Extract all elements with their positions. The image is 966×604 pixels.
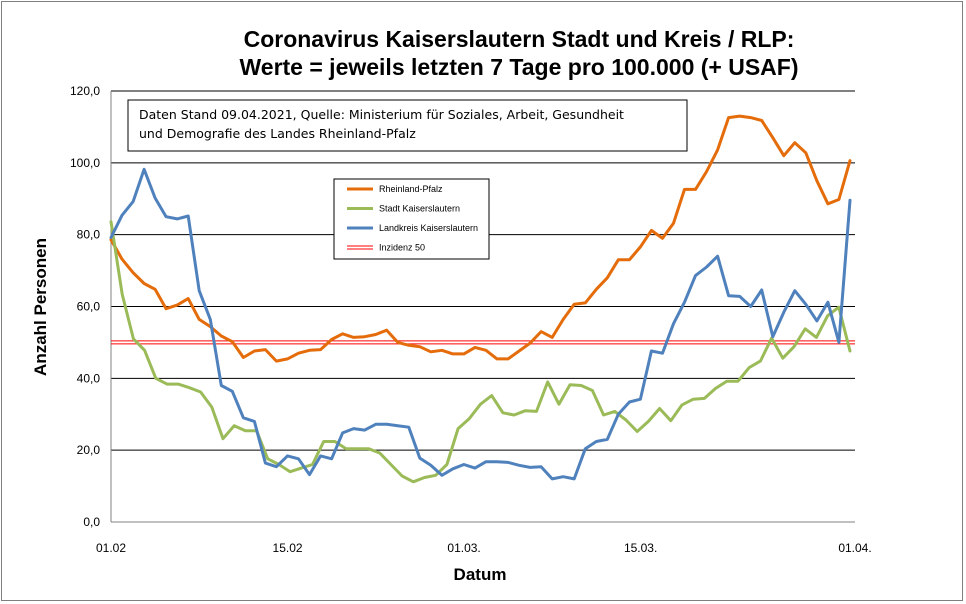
series-lines: [109, 114, 852, 484]
series-inzidenz-50: [111, 340, 855, 345]
x-axis-title: Datum: [454, 565, 507, 584]
x-tick-label: 15.02: [273, 541, 303, 555]
y-tick-label: 60,0: [77, 300, 101, 314]
series-line-stadt-kaiserslautern: [109, 220, 852, 484]
y-tick-label: 20,0: [77, 443, 101, 457]
y-tick-label: 120,0: [70, 84, 100, 98]
chart-title-line-1: Coronavirus Kaiserslautern Stadt und Kre…: [244, 26, 795, 52]
x-tick-label: 01.04.: [838, 541, 871, 555]
legend-label: Stadt Kaiserslautern: [379, 204, 460, 214]
y-tick-label: 80,0: [77, 228, 101, 242]
y-tick-label: 100,0: [70, 156, 100, 170]
x-tick-labels: 01.02 15.02 01.03. 15.03. 01.04.: [96, 541, 872, 555]
chart-title-line-2: Werte = jeweils letzten 7 Tage pro 100.0…: [239, 54, 798, 80]
x-tick-label: 15.03.: [624, 541, 657, 555]
annotation-box: [127, 99, 688, 152]
gridlines: [111, 90, 855, 451]
x-tick-label: 01.03.: [447, 541, 480, 555]
legend-label: Inzidenz 50: [379, 243, 425, 253]
legend-items: Rheinland-Pfalz Stadt Kaiserslautern Landk…: [347, 184, 478, 253]
y-tick-label: 0,0: [83, 515, 100, 529]
x-tick-label: 01.02: [96, 541, 126, 555]
legend-label: Landkreis Kaiserslautern: [379, 223, 478, 233]
series-line-rheinland-pfalz: [109, 114, 852, 363]
annotation-line-1: Daten Stand 09.04.2021, Quelle: Minister…: [139, 107, 624, 122]
y-tick-labels: 0,0 20,0 40,0 60,0 80,0 100,0 120,0: [70, 84, 100, 529]
y-axis-title: Anzahl Personen: [31, 238, 50, 376]
annotation-line-2: und Demografie des Landes Rheinland-Pfal…: [139, 126, 416, 141]
legend-label: Rheinland-Pfalz: [379, 184, 443, 194]
series-line-landkreis-kaiserslautern: [109, 167, 852, 481]
y-tick-label: 40,0: [77, 371, 101, 385]
